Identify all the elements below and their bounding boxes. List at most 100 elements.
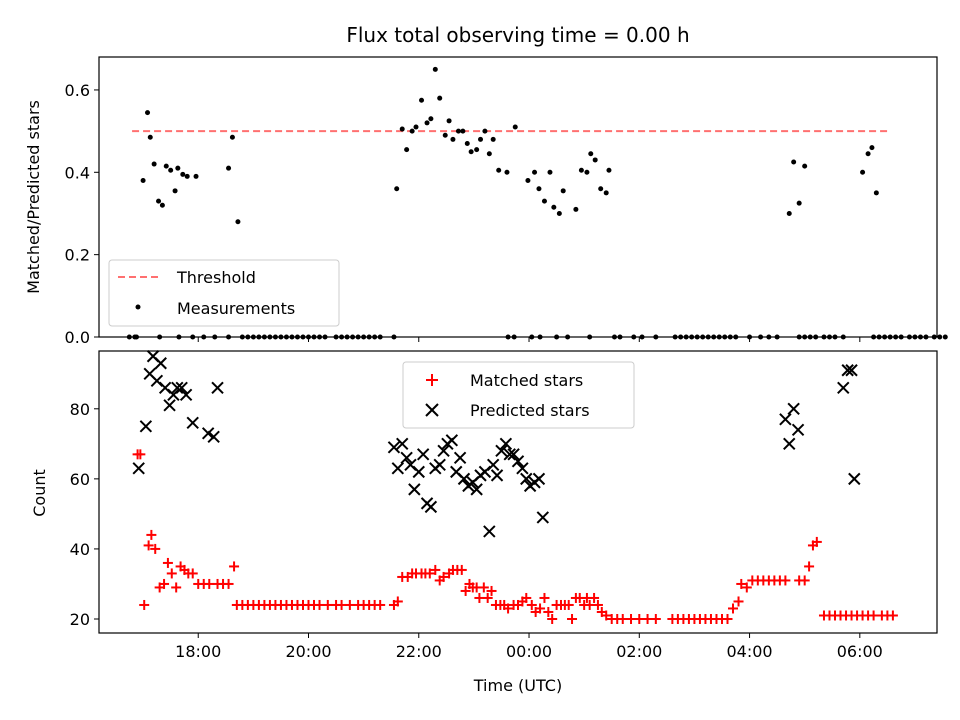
matched-stars-point [146,529,157,540]
measurement-point [424,120,430,126]
matched-stars-point [135,449,146,460]
measurement-point [536,186,542,192]
predicted-stars-point [391,462,405,475]
measurement-zero-point [942,334,948,340]
measurement-point [235,219,241,225]
matched-stars-point [171,582,182,593]
predicted-stars-point [416,448,430,461]
measurement-point [873,190,879,196]
measurement-point [442,132,448,138]
matched-stars-point [811,536,822,547]
predicted-stars-point [437,444,450,458]
predicted-stars-point [848,472,861,486]
measurement-point [578,167,584,173]
matched-stars-point [736,578,747,589]
predicted-stars-point [453,451,467,465]
predicted-stars-point [154,357,167,370]
predicted-stars-point [507,448,520,461]
measurement-point [478,136,484,142]
predicted-stars-point [412,465,425,479]
matched-stars-point [563,599,574,610]
predicted-stars-point [387,441,401,454]
matched-stars-point [650,613,661,624]
matched-stars-point [438,571,449,582]
predicted-stars-point [163,399,176,412]
predicted-stars-point [175,381,188,394]
matched-stars-point [780,575,791,586]
predicted-stars-point [396,437,409,451]
measurement-point [482,128,488,134]
measurement-point [541,198,547,204]
matched-stars-point [503,603,514,614]
top-x-ticks [197,337,861,342]
matched-stars-point [521,592,532,603]
y-tick-label: 0.2 [65,246,90,265]
matched-stars-point [799,575,810,586]
measurement-point [460,128,466,134]
measurement-point [455,128,461,134]
predicted-stars-point [791,423,805,437]
measurement-point [180,171,186,177]
predicted-stars-point [179,388,193,401]
predicted-stars-point [783,437,796,451]
matched-stars-point [150,543,161,554]
matched-stars-point [526,599,537,610]
matched-stars-point [804,561,815,572]
matched-stars-point [543,606,554,617]
predicted-stars-point [457,472,471,486]
measurement-point [432,66,438,72]
measurement-point [428,116,434,122]
chart-title: Flux total observing time = 0.00 h [346,23,689,47]
matched-stars-point [535,603,546,614]
matched-stars-legend-swatch [426,374,438,386]
matched-stars-point [478,582,489,593]
y-tick-label: 40 [70,540,90,559]
measurement-point [796,200,802,206]
measurement-point [468,149,474,155]
matched-stars-point [539,592,550,603]
bottom-y-axis-label: Count [30,469,49,517]
measurement-point [860,169,866,175]
matched-stars-point [592,599,603,610]
y-tick-label: 0.6 [65,81,90,100]
measurement-point [573,206,579,212]
measurement-point [394,186,400,192]
measurement-point [413,124,419,130]
measurement-point [496,167,502,173]
measurement-point [437,95,443,101]
matched-stars-point [460,585,471,596]
y-tick-label: 0.4 [65,163,90,182]
predicted-stars-point [516,462,529,475]
y-tick-label: 20 [70,610,90,629]
predicted-stars-point [433,458,446,472]
predicted-stars-point [536,511,550,524]
predicted-stars-point [207,430,220,444]
measurement-point [419,97,425,103]
predicted-stars-point [520,472,533,486]
predicted-stars-point [483,525,496,538]
measurement-point [560,188,566,194]
measurement-point [606,167,612,173]
predicted-stars-point [132,462,145,475]
predicted-stars-point [787,402,800,416]
predicted-stars-point [408,483,421,496]
measurement-point [140,178,146,184]
matched-stars-point [728,603,739,614]
predicted-stars-point [424,500,438,514]
bottom-plot-area [132,350,898,624]
measurement-point [504,169,510,175]
top-legend: Threshold Measurements [108,259,340,327]
bottom-x-ticks: 18:00 20:00 22:00 00:00 02:00 04:00 06:00 [175,633,883,661]
predicted-stars-point [211,381,224,394]
measurement-point [532,169,538,175]
measurement-point [490,136,496,142]
predicted-stars-point [201,427,215,440]
measurements-legend-swatch [135,304,141,310]
measurement-point [584,169,590,175]
predicted-stars-legend-swatch [425,403,439,417]
matched-stars-point [143,540,154,551]
measurement-point [163,163,169,169]
matched-stars-point [547,613,558,624]
measurement-point [547,169,553,175]
